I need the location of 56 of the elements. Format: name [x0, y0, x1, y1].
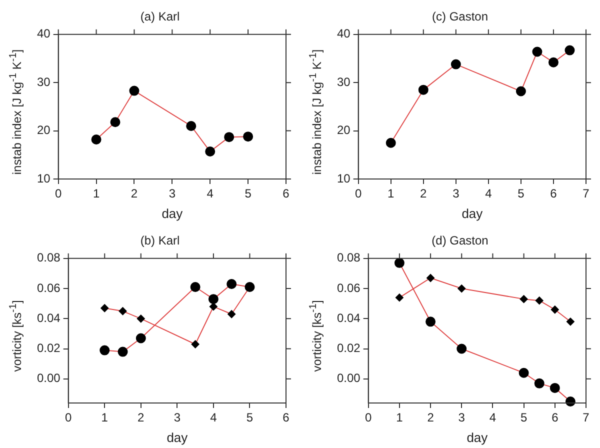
y-tick-label: 0.04	[336, 310, 361, 325]
y-tick-label: 10	[36, 171, 51, 186]
x-tick-label: 1	[388, 186, 395, 201]
y-tick-label: 10	[336, 171, 351, 186]
x-tick-label: 6	[282, 186, 290, 201]
x-tick-label: 0	[65, 410, 72, 425]
x-tick-label: 5	[520, 410, 528, 425]
x-axis-title: day	[162, 206, 184, 221]
x-tick-label: 2	[130, 186, 138, 201]
x-tick-label: 6	[550, 186, 558, 201]
x-tick-label: 4	[206, 186, 214, 201]
y-tick-label: 0.06	[36, 280, 61, 295]
y-tick-label: 0.08	[336, 250, 361, 265]
y-tick-label: 0.02	[36, 341, 61, 356]
x-tick-label: 2	[427, 410, 434, 425]
x-tick-label: 4	[485, 186, 492, 201]
x-tick-label: 3	[168, 186, 176, 201]
x-tick-label: 1	[101, 410, 108, 425]
x-tick-label: 5	[518, 186, 525, 201]
x-tick-label: 1	[92, 186, 100, 201]
x-tick-label: 5	[246, 410, 254, 425]
x-tick-label: 2	[138, 410, 145, 425]
x-tick-label: 3	[452, 186, 460, 201]
x-tick-label: 3	[458, 410, 466, 425]
y-tick-label: 0.02	[336, 341, 361, 356]
x-tick-label: 1	[396, 410, 404, 425]
x-axis-title: day	[466, 430, 488, 445]
y-tick-label: 0.08	[36, 250, 61, 265]
y-tick-label: 40	[336, 26, 351, 41]
y-tick-label: 40	[36, 26, 51, 41]
chart-title: (b) Karl	[140, 234, 180, 248]
x-tick-label: 4	[210, 410, 218, 425]
x-tick-label: 3	[174, 410, 181, 425]
x-tick-label: 5	[244, 186, 252, 201]
x-tick-label: 0	[365, 410, 372, 425]
y-tick-label: 0.00	[36, 371, 61, 386]
x-tick-label: 7	[582, 410, 590, 425]
y-tick-label: 0.00	[336, 371, 361, 386]
y-tick-label: 0.04	[36, 310, 61, 325]
y-tick-label: 30	[36, 74, 51, 89]
y-tick-label: 20	[36, 123, 51, 138]
chart-title: (a) Karl	[140, 10, 180, 24]
x-tick-label: 6	[282, 410, 290, 425]
x-tick-label: 6	[552, 410, 559, 425]
chart-title: (c) Gaston	[432, 10, 488, 24]
x-tick-label: 4	[489, 410, 496, 425]
x-tick-label: 2	[420, 186, 428, 201]
y-tick-label: 0.06	[336, 280, 361, 295]
x-tick-label: 7	[582, 186, 590, 201]
x-tick-label: 0	[355, 186, 362, 201]
x-axis-title: day	[462, 206, 484, 221]
chart-title: (d) Gaston	[432, 234, 488, 248]
y-tick-label: 20	[336, 123, 351, 138]
x-tick-label: 0	[55, 186, 62, 201]
y-tick-label: 30	[336, 74, 351, 89]
x-axis-title: day	[166, 430, 188, 445]
